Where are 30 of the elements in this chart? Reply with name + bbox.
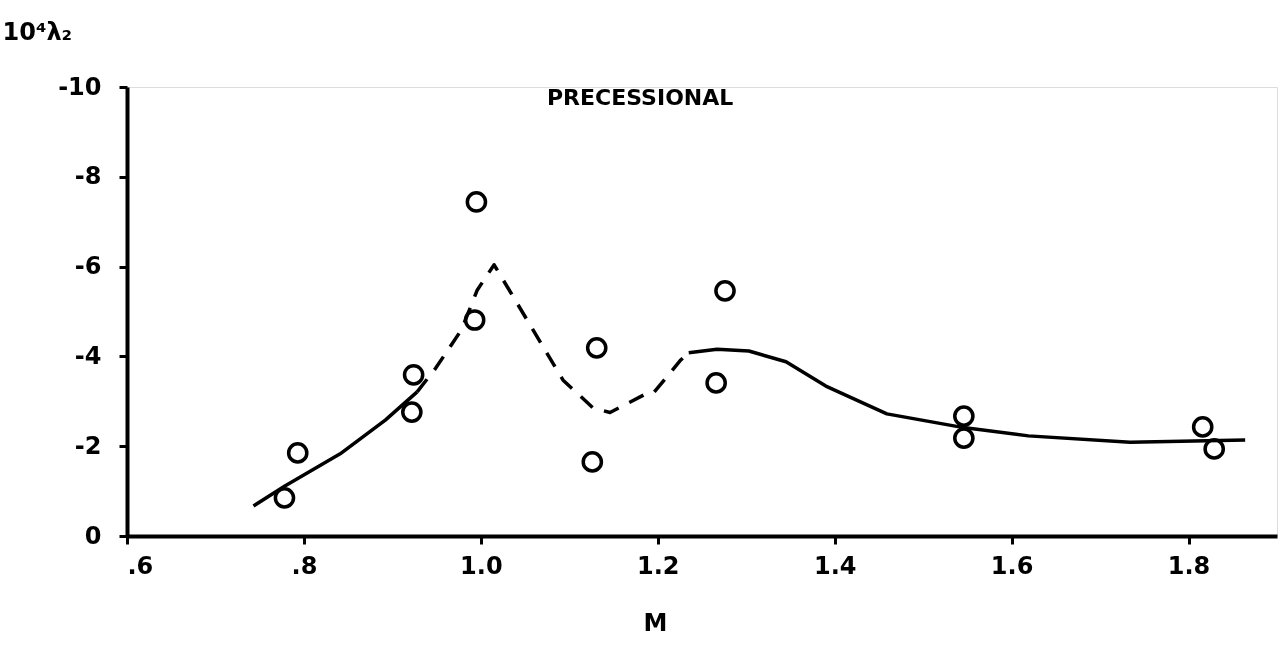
point xyxy=(1191,416,1214,438)
point xyxy=(1203,438,1226,460)
point xyxy=(463,309,486,331)
x-axis-title: M xyxy=(643,608,668,637)
y-tick-label: -4 xyxy=(74,341,102,370)
point xyxy=(581,451,604,473)
x-tick-label: 1.6 xyxy=(990,551,1034,580)
point xyxy=(286,442,309,464)
y-axis-title: 10⁴λ₂ xyxy=(2,17,73,46)
x-tick-label: .6 xyxy=(127,551,154,580)
point xyxy=(273,487,296,509)
point xyxy=(401,401,423,423)
x-tick-label: 1.8 xyxy=(1167,551,1211,580)
y-tick-label: -10 xyxy=(58,72,102,101)
point xyxy=(585,337,608,359)
point xyxy=(714,280,736,302)
point xyxy=(953,405,975,427)
x-tick-label: 1.2 xyxy=(637,551,680,580)
y-tick-label: -6 xyxy=(74,252,102,281)
point xyxy=(465,191,488,213)
y-tick-label: -2 xyxy=(74,431,102,460)
x-tick-label: .8 xyxy=(291,551,318,580)
x-tick-label: 1.0 xyxy=(460,551,503,580)
y-tick-label: -8 xyxy=(74,162,102,191)
y-tick-label: 0 xyxy=(84,521,102,550)
point xyxy=(402,363,425,386)
point xyxy=(705,372,727,394)
x-tick-label: 1.4 xyxy=(813,551,857,580)
point xyxy=(953,427,975,449)
chart-title: PRECESSIONAL xyxy=(547,85,734,110)
